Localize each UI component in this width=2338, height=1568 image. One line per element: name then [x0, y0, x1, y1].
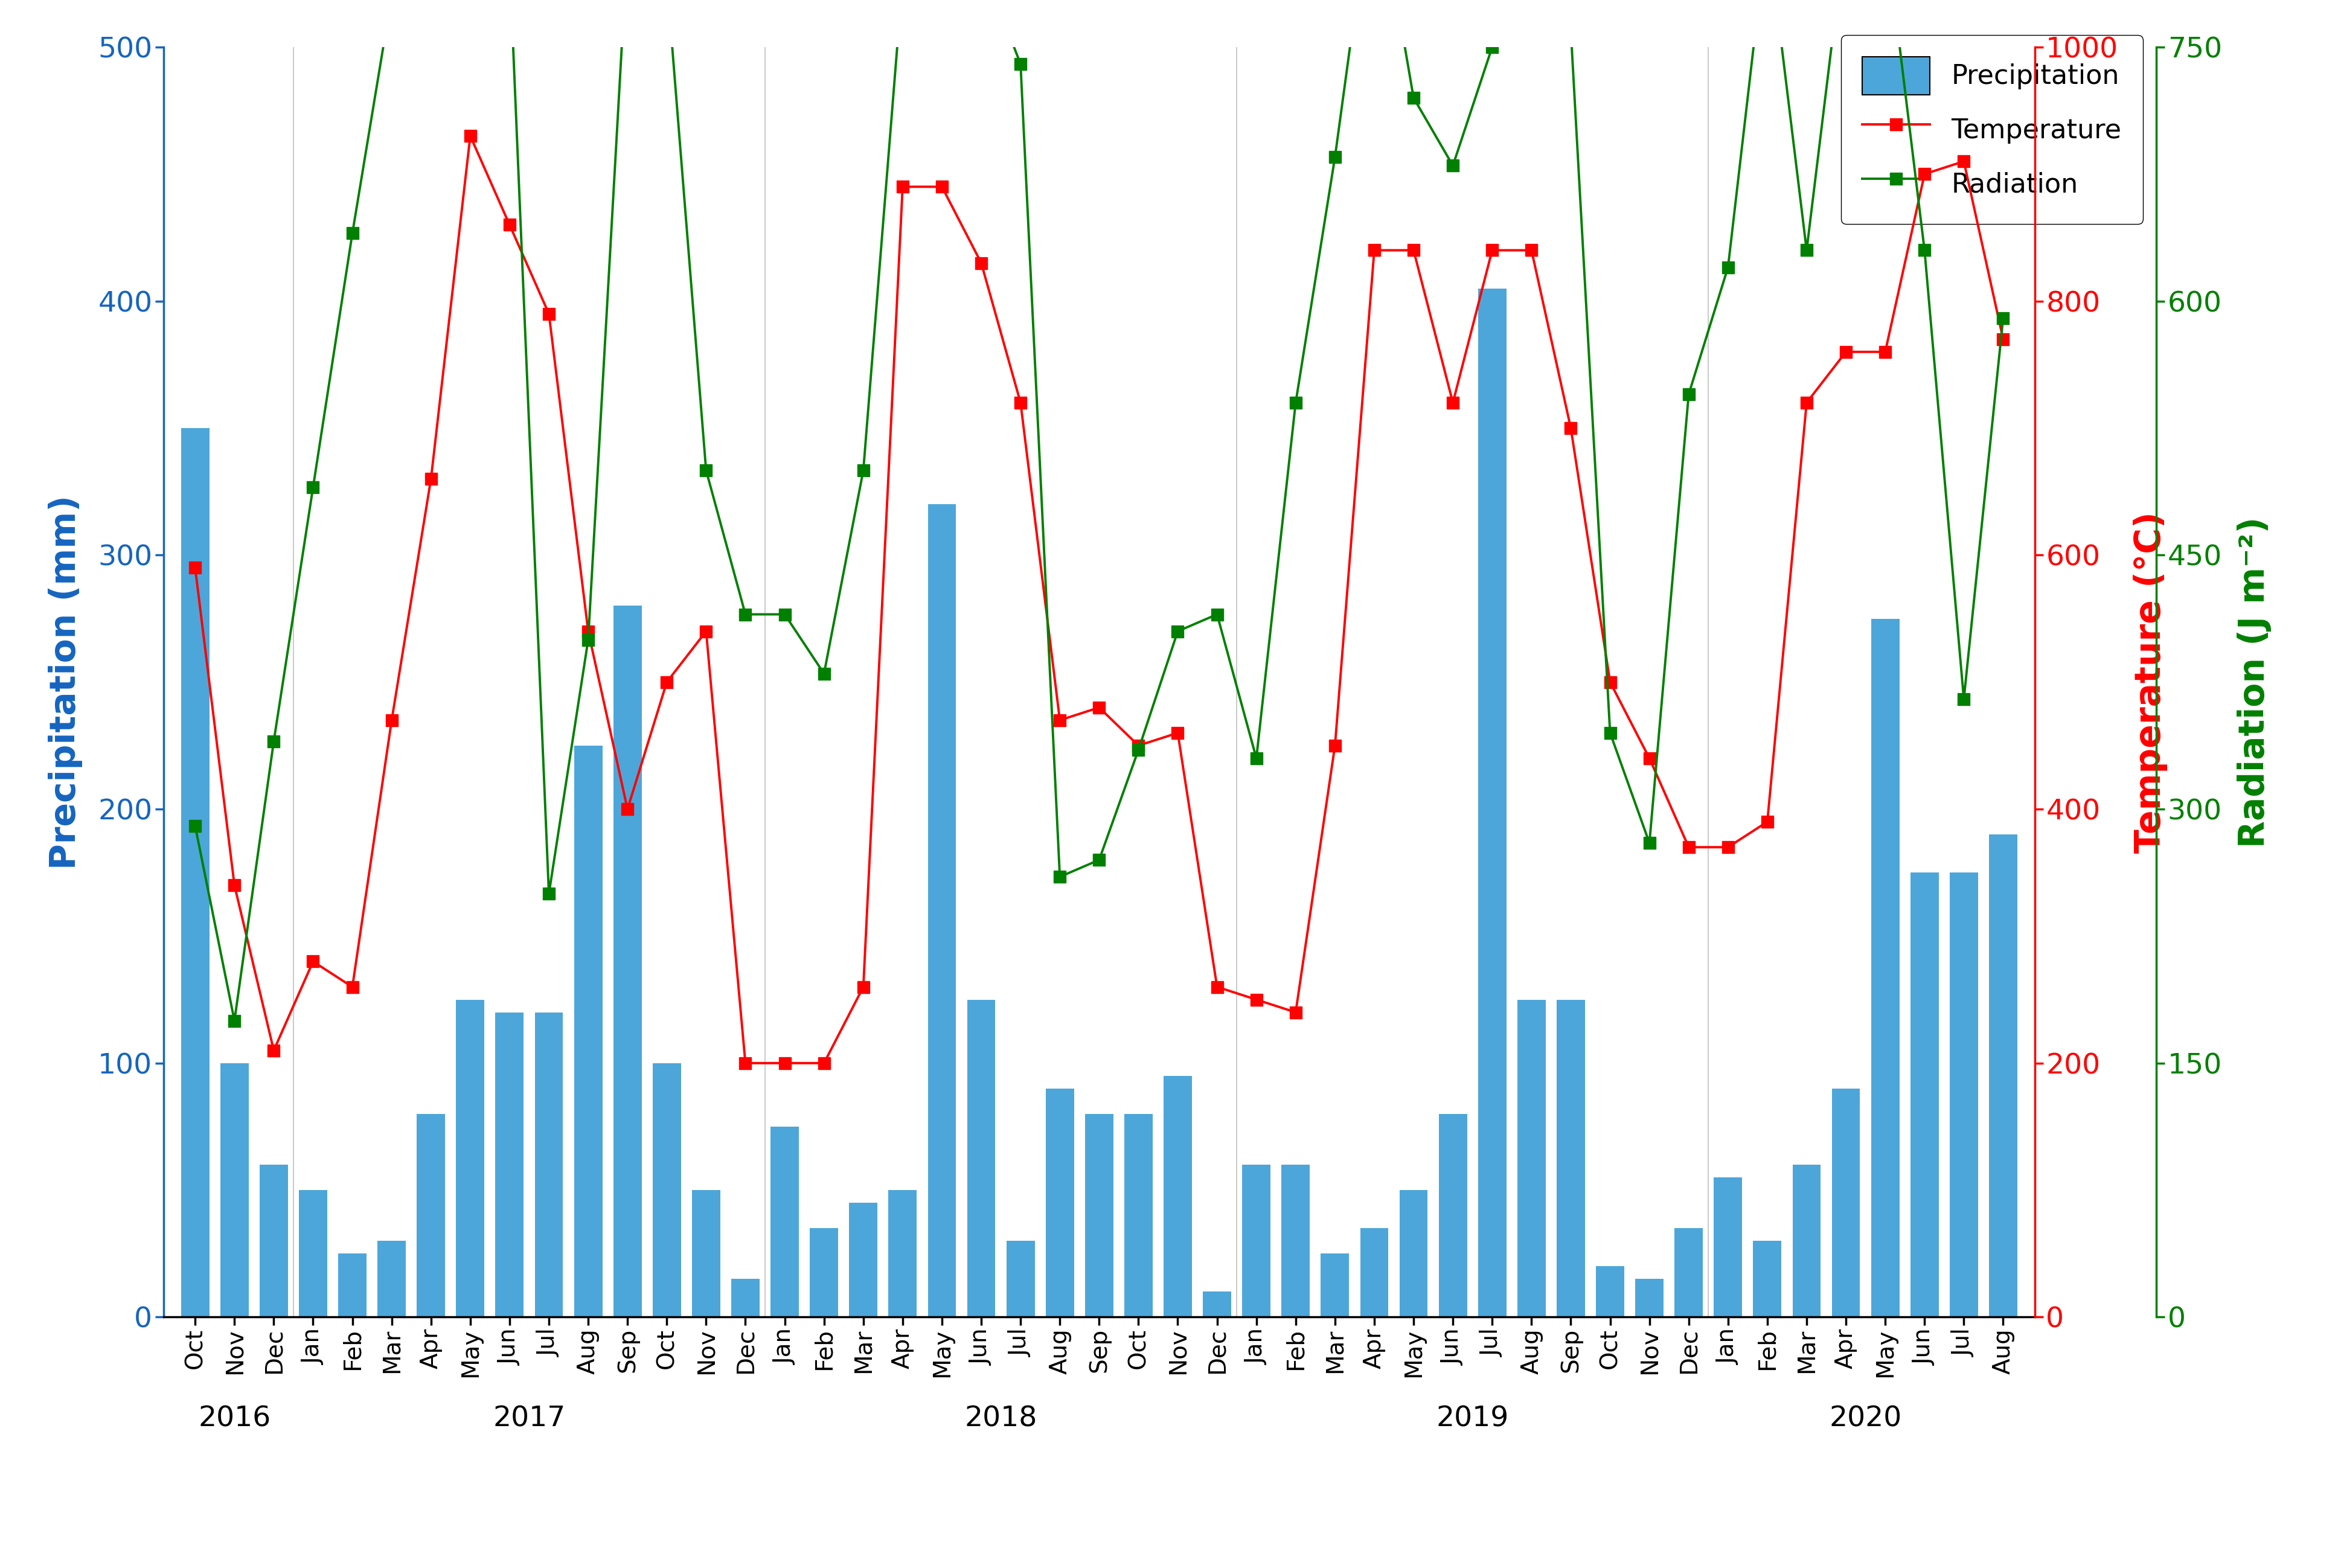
Bar — [1557, 1000, 1585, 1317]
Bar — [1910, 872, 1938, 1317]
Bar — [1990, 834, 2018, 1317]
Bar — [1791, 1165, 1821, 1317]
Bar — [1754, 1240, 1782, 1317]
Bar — [849, 1203, 877, 1317]
Bar — [1517, 1000, 1545, 1317]
Bar — [1045, 1088, 1073, 1317]
Y-axis label: Radiation (J m⁻²): Radiation (J m⁻²) — [2237, 516, 2270, 848]
Bar — [299, 1190, 327, 1317]
Text: 2018: 2018 — [963, 1405, 1038, 1432]
Bar — [769, 1126, 800, 1317]
Bar — [1202, 1292, 1230, 1317]
Bar — [1398, 1190, 1429, 1317]
Bar — [1125, 1113, 1153, 1317]
Bar — [1005, 1240, 1033, 1317]
Bar — [1321, 1254, 1349, 1317]
Bar — [376, 1240, 407, 1317]
Text: 2019: 2019 — [1436, 1405, 1508, 1432]
Legend: Precipitation, Temperature, Radiation: Precipitation, Temperature, Radiation — [1840, 34, 2142, 224]
Bar — [1595, 1267, 1625, 1317]
Bar — [535, 1013, 563, 1317]
Bar — [1714, 1178, 1742, 1317]
Bar — [968, 1000, 996, 1317]
Bar — [1831, 1088, 1859, 1317]
Bar — [692, 1190, 720, 1317]
Bar — [456, 1000, 484, 1317]
Bar — [339, 1254, 367, 1317]
Bar — [1870, 618, 1898, 1317]
Bar — [180, 428, 208, 1317]
Bar — [1241, 1165, 1270, 1317]
Text: 2016: 2016 — [199, 1405, 271, 1432]
Y-axis label: Temperature (°C): Temperature (°C) — [2132, 511, 2167, 853]
Bar — [1085, 1113, 1113, 1317]
Bar — [809, 1228, 837, 1317]
Bar — [1674, 1228, 1702, 1317]
Bar — [573, 745, 603, 1317]
Bar — [496, 1013, 524, 1317]
Bar — [888, 1190, 916, 1317]
Bar — [1164, 1076, 1192, 1317]
Bar — [1950, 872, 1978, 1317]
Bar — [416, 1113, 444, 1317]
Bar — [732, 1279, 760, 1317]
Bar — [613, 605, 641, 1317]
Bar — [928, 505, 956, 1317]
Bar — [652, 1063, 680, 1317]
Bar — [1361, 1228, 1389, 1317]
Bar — [1634, 1279, 1662, 1317]
Text: 2017: 2017 — [493, 1405, 566, 1432]
Y-axis label: Precipitation (mm): Precipitation (mm) — [49, 495, 82, 869]
Bar — [220, 1063, 248, 1317]
Bar — [1438, 1113, 1466, 1317]
Bar — [1281, 1165, 1309, 1317]
Bar — [260, 1165, 288, 1317]
Text: 2020: 2020 — [1828, 1405, 1901, 1432]
Bar — [1478, 289, 1506, 1317]
